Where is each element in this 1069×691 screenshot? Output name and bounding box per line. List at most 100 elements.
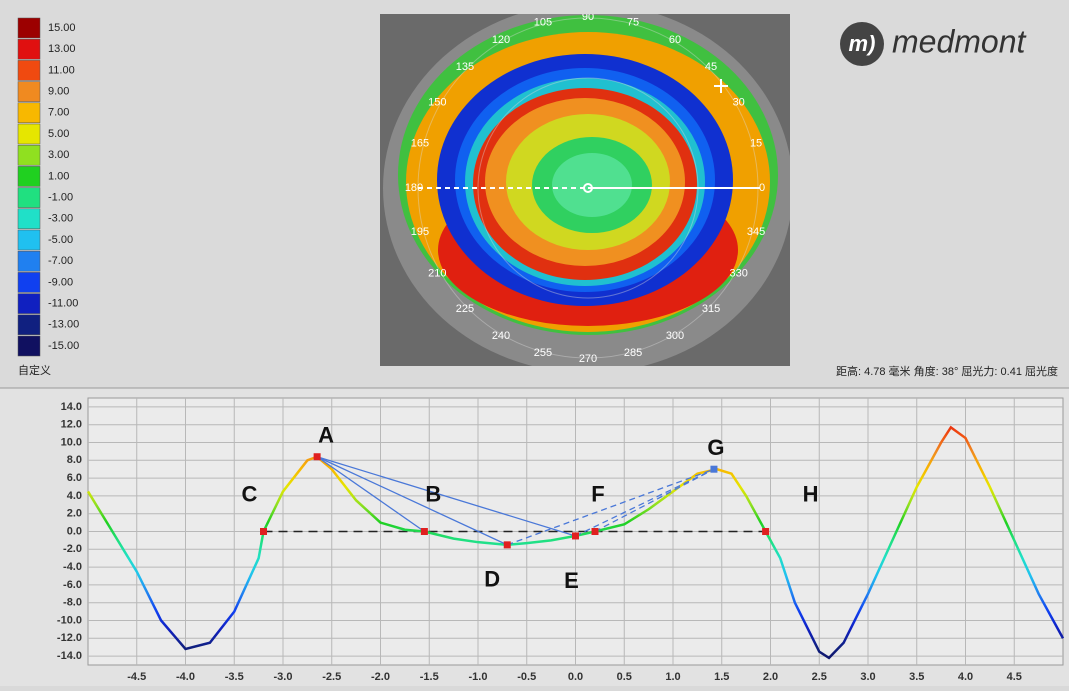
x-tick-label: -3.0 — [274, 671, 293, 683]
x-tick-label: 4.0 — [958, 671, 973, 683]
x-tick-label: 1.0 — [665, 671, 680, 683]
legend-label: -3.00 — [48, 213, 73, 225]
legend-label: -11.00 — [48, 298, 78, 310]
logo-text: medmont — [892, 23, 1027, 59]
angle-label: 30 — [733, 96, 745, 108]
point-marker — [421, 528, 428, 535]
y-tick-label: 8.0 — [67, 454, 82, 466]
angle-label: 195 — [411, 226, 429, 238]
angle-label: 300 — [666, 330, 684, 342]
point-label: H — [803, 481, 819, 506]
angle-label: 45 — [705, 61, 717, 73]
angle-label: 270 — [579, 353, 597, 365]
y-tick-label: 14.0 — [61, 401, 82, 413]
legend-label: -13.00 — [48, 319, 79, 331]
x-tick-label: -2.5 — [322, 671, 341, 683]
point-marker — [592, 528, 599, 535]
legend-label: -7.00 — [48, 255, 73, 267]
x-tick-label: 1.5 — [714, 671, 729, 683]
legend-swatch — [18, 315, 40, 335]
legend-label: 7.00 — [48, 107, 69, 119]
x-tick-label: -1.0 — [469, 671, 488, 683]
y-tick-label: -6.0 — [63, 579, 82, 591]
y-tick-label: 6.0 — [67, 472, 82, 484]
legend-swatch — [18, 294, 40, 314]
legend-label: -5.00 — [48, 234, 73, 246]
y-tick-label: 10.0 — [61, 436, 82, 448]
legend-swatch — [18, 209, 40, 229]
legend-swatch — [18, 188, 40, 208]
point-label: F — [591, 481, 604, 506]
y-tick-label: -2.0 — [63, 543, 82, 555]
x-tick-label: -1.5 — [420, 671, 439, 683]
angle-label: 345 — [747, 226, 765, 238]
legend-swatch — [18, 18, 40, 38]
y-tick-label: -12.0 — [57, 632, 82, 644]
x-tick-label: 3.0 — [860, 671, 875, 683]
point-label: G — [707, 435, 724, 460]
status-text: 距高: 4.78 毫米 角度: 38° 屈光力: 0.41 屈光度 — [836, 364, 1058, 378]
angle-label: 210 — [428, 267, 446, 279]
legend-swatch — [18, 82, 40, 102]
legend-swatch — [18, 39, 40, 59]
x-tick-label: 0.5 — [617, 671, 632, 683]
legend-label: 13.00 — [48, 43, 76, 55]
legend-label: -15.00 — [48, 340, 79, 352]
angle-label: 240 — [492, 330, 510, 342]
point-marker — [572, 532, 579, 539]
topography-map: 0153045607590105120135150165180195210225… — [380, 3, 793, 373]
legend-swatch — [18, 251, 40, 271]
legend-label: 9.00 — [48, 86, 69, 98]
x-tick-label: 2.0 — [763, 671, 778, 683]
angle-label: 315 — [702, 303, 720, 315]
y-tick-label: 4.0 — [67, 490, 82, 502]
legend-label: 15.00 — [48, 22, 76, 34]
angle-label: 75 — [627, 17, 639, 29]
legend-swatch — [18, 124, 40, 144]
legend-swatch — [18, 60, 40, 80]
point-marker — [504, 541, 511, 548]
angle-label: 15 — [750, 138, 762, 150]
angle-label: 180 — [405, 182, 423, 194]
point-label: C — [242, 481, 258, 506]
angle-label: 60 — [669, 34, 681, 46]
legend-label: 3.00 — [48, 149, 69, 161]
x-tick-label: -0.5 — [517, 671, 536, 683]
legend-label: -1.00 — [48, 192, 73, 204]
y-tick-label: 12.0 — [61, 419, 82, 431]
point-label: B — [425, 481, 441, 506]
angle-label: 165 — [411, 138, 429, 150]
y-tick-label: -10.0 — [57, 614, 82, 626]
point-label: D — [484, 567, 500, 592]
x-tick-label: 3.5 — [909, 671, 924, 683]
angle-label: 135 — [456, 61, 474, 73]
angle-label: 105 — [534, 17, 552, 29]
legend-label: 1.00 — [48, 170, 69, 182]
angle-label: 330 — [730, 267, 748, 279]
x-tick-label: -4.0 — [176, 671, 195, 683]
logo: m) medmont — [840, 22, 1027, 66]
angle-label: 225 — [456, 303, 474, 315]
x-tick-label: 4.5 — [1007, 671, 1022, 683]
x-tick-label: 2.5 — [812, 671, 827, 683]
y-tick-label: -14.0 — [57, 650, 82, 662]
point-marker — [314, 453, 321, 460]
legend-swatch — [18, 272, 40, 292]
legend-label: -9.00 — [48, 276, 73, 288]
y-tick-label: 2.0 — [67, 508, 82, 520]
legend-swatch — [18, 166, 40, 186]
legend-swatch — [18, 336, 40, 356]
y-tick-label: 0.0 — [67, 525, 82, 537]
y-tick-label: -8.0 — [63, 597, 82, 609]
legend-label: 11.00 — [48, 64, 75, 76]
angle-label: 150 — [428, 96, 446, 108]
angle-label: 120 — [492, 34, 510, 46]
legend-label: 5.00 — [48, 128, 69, 140]
angle-label: 0 — [759, 182, 765, 194]
legend-swatch — [18, 103, 40, 123]
legend-caption: 自定义 — [18, 363, 51, 377]
point-marker — [260, 528, 267, 535]
angle-label: 285 — [624, 347, 642, 359]
x-tick-label: -3.5 — [225, 671, 244, 683]
angle-label: 255 — [534, 347, 552, 359]
